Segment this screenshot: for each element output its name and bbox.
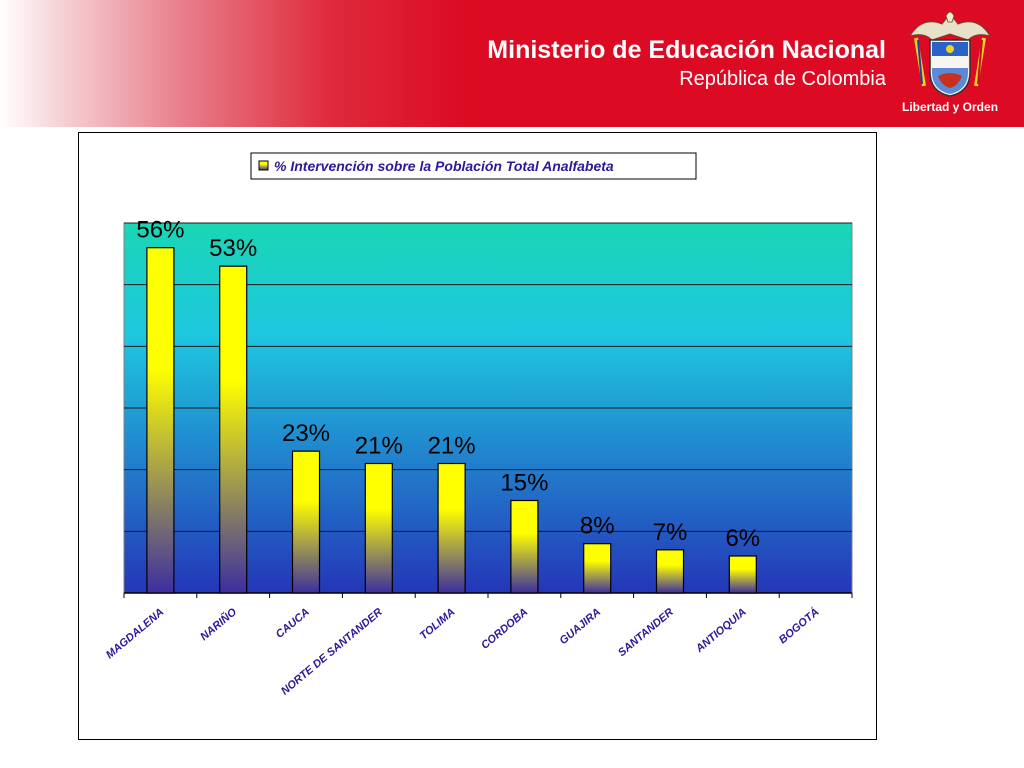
ministry-subtitle: República de Colombia [679, 68, 886, 90]
data-label: 8% [580, 513, 615, 540]
x-tick-label: GUAJIRA [557, 606, 603, 647]
x-tick-label: SANTANDER [616, 606, 676, 659]
bar-magdalena [146, 247, 175, 594]
x-tick-label: NARIÑO [198, 605, 240, 643]
colombia-coat-of-arms-icon [908, 11, 992, 97]
data-label: 7% [653, 519, 688, 546]
data-label: 6% [725, 525, 760, 552]
x-tick-label: CORDOBA [479, 606, 530, 652]
motto-text: Libertad y Orden [902, 100, 999, 114]
chart-frame: 56% MAGDALENA 53% NARIÑO 23% CAUCA 21% NORTE DE… [78, 132, 877, 740]
header-banner: Ministerio de Educación Nacional Repúbli… [0, 0, 1024, 127]
legend-box [250, 152, 697, 180]
legend-swatch [258, 160, 269, 171]
x-tick-label: MAGDALENA [104, 606, 167, 661]
bar-tolima [437, 462, 466, 594]
data-label: 53% [209, 235, 257, 262]
bar-cauca [291, 450, 321, 594]
data-label: 23% [282, 420, 330, 447]
bar-guajira [583, 543, 612, 594]
data-label: 21% [428, 433, 476, 460]
bar-cordoba [510, 499, 539, 594]
data-label: 15% [500, 470, 548, 497]
data-label: 21% [355, 433, 403, 460]
bar-norte-de-santander [364, 462, 393, 594]
bar-antioquia [728, 555, 757, 594]
x-tick-label: BOGOTÁ [776, 605, 821, 646]
x-tick-label: CAUCA [274, 606, 312, 641]
legend-label: % Intervención sobre la Población Total … [274, 158, 614, 174]
bar-nariño [219, 265, 248, 594]
bar-santander [655, 549, 685, 594]
x-tick-label: TOLIMA [418, 606, 458, 642]
ministry-title: Ministerio de Educación Nacional [487, 36, 886, 64]
x-tick-label: ANTIOQUIA [693, 606, 749, 656]
data-label: 56% [136, 217, 184, 244]
